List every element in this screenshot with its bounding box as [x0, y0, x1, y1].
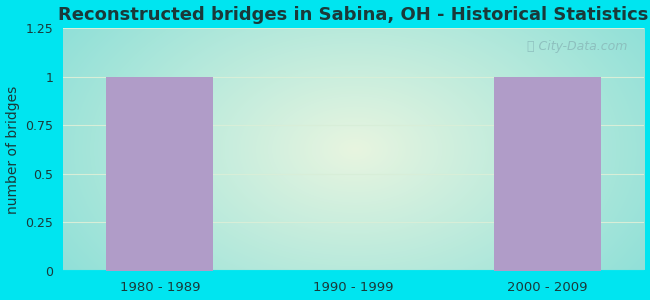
Bar [107, 76, 213, 271]
Bar [494, 76, 601, 271]
Y-axis label: number of bridges: number of bridges [6, 85, 20, 214]
Text: ⓘ City-Data.com: ⓘ City-Data.com [526, 40, 627, 53]
Title: Reconstructed bridges in Sabina, OH - Historical Statistics: Reconstructed bridges in Sabina, OH - Hi… [58, 6, 649, 24]
